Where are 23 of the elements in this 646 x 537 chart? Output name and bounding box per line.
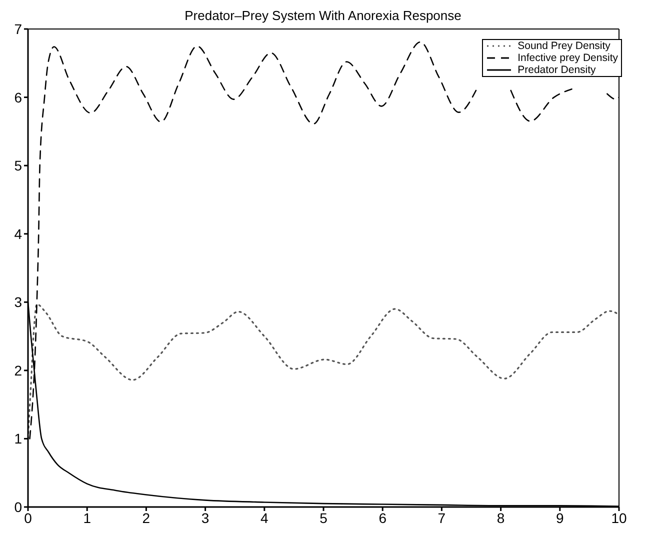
legend-label: Predator Density [518, 64, 596, 76]
x-tick-label: 5 [320, 510, 328, 526]
x-tick-label: 2 [142, 510, 150, 526]
x-tick-label: 3 [201, 510, 210, 526]
x-tick-label: 8 [496, 510, 505, 526]
y-tick-label: 7 [14, 20, 22, 37]
y-tick-label: 4 [14, 226, 22, 242]
y-tick-label: 2 [14, 362, 22, 378]
chart-title: Predator–Prey System With Anorexia Response [184, 8, 462, 23]
x-tick-label: 0 [24, 510, 32, 526]
y-tick-label: 6 [14, 89, 22, 106]
x-tick-label: 7 [438, 510, 446, 526]
x-tick-label: 6 [378, 510, 387, 526]
x-tick-label: 10 [611, 510, 627, 526]
x-tick-label: 1 [83, 510, 92, 526]
y-tick-label: 1 [14, 430, 22, 447]
y-tick-label: 0 [14, 498, 22, 515]
x-tick-label: 4 [260, 510, 268, 526]
x-tick-label: 9 [556, 510, 564, 526]
legend-label: Infective prey Density [518, 52, 618, 64]
legend-label: Sound Prey Density [518, 40, 610, 52]
y-tick-label: 3 [14, 294, 22, 310]
y-tick-label: 5 [14, 158, 22, 174]
